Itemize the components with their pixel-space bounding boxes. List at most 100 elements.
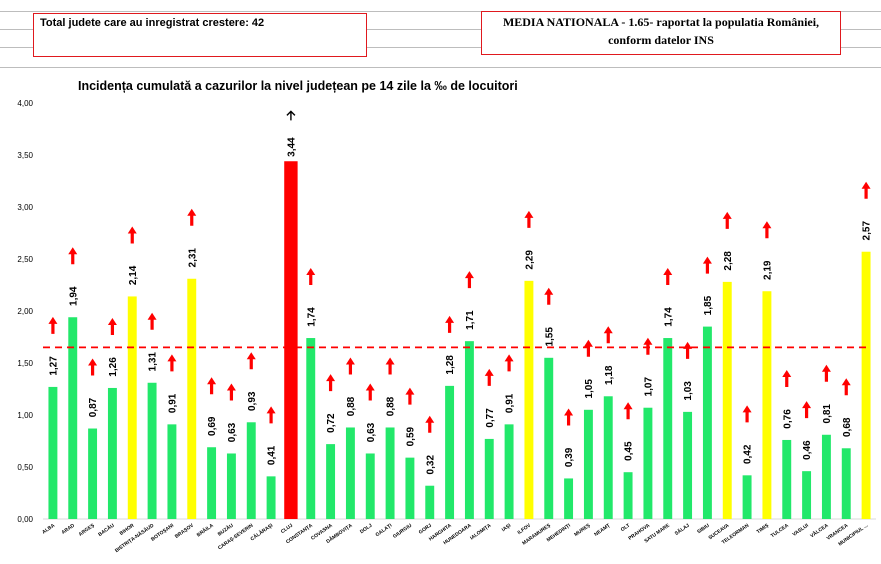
bar bbox=[445, 385, 455, 519]
value-label: 1,18 bbox=[604, 365, 615, 385]
chart-title: Incidența cumulată a cazurilor la nivel … bbox=[78, 79, 518, 93]
x-tick-label: BRAȘOV bbox=[174, 522, 196, 540]
value-label: 0,76 bbox=[782, 409, 793, 429]
increase-arrow bbox=[464, 271, 474, 289]
x-tick-label: ARAD bbox=[61, 523, 77, 536]
increase-arrow bbox=[782, 369, 792, 387]
increase-arrow bbox=[802, 401, 812, 419]
y-tick-label: 1,00 bbox=[17, 411, 33, 420]
x-tick-label: ALBA bbox=[41, 523, 56, 536]
increase-arrow bbox=[821, 364, 831, 382]
x-tick-label: OLT bbox=[620, 523, 631, 533]
increase-arrow bbox=[425, 415, 435, 433]
bar bbox=[821, 434, 831, 519]
bar bbox=[246, 422, 256, 519]
national-average-line1: MEDIA NATIONALA - 1.65- raportat la popu… bbox=[502, 15, 820, 29]
increase-arrow bbox=[326, 374, 336, 392]
value-label: 3,44 bbox=[286, 137, 297, 157]
value-label: 0,32 bbox=[425, 455, 436, 475]
value-label: 1,85 bbox=[703, 295, 714, 315]
value-label: 2,57 bbox=[862, 221, 873, 241]
increase-arrow bbox=[385, 357, 395, 375]
value-label: 2,19 bbox=[762, 260, 773, 280]
total-counties-text: Total judete care au inregistrat crester… bbox=[40, 17, 265, 29]
increase-arrow bbox=[187, 208, 197, 226]
value-label: 1,07 bbox=[643, 377, 654, 397]
x-tick-label: BOTOȘANI bbox=[150, 522, 175, 542]
bar bbox=[484, 438, 494, 519]
bar bbox=[284, 161, 298, 520]
bar bbox=[167, 424, 177, 519]
value-label: 0,68 bbox=[842, 417, 853, 437]
x-tick-label: TIMIȘ bbox=[756, 522, 771, 535]
bar bbox=[107, 387, 117, 519]
y-tick-label: 0,00 bbox=[17, 515, 33, 524]
bar bbox=[147, 382, 157, 519]
x-tick-label: MUREȘ bbox=[573, 522, 592, 538]
increase-arrow bbox=[405, 387, 415, 405]
increase-arrow bbox=[88, 358, 98, 376]
increase-arrow bbox=[246, 352, 256, 370]
increase-arrow bbox=[226, 383, 236, 401]
increase-arrow bbox=[484, 368, 494, 386]
x-tick-label: TULCEA bbox=[770, 523, 790, 540]
national-average-line2: conform datelor INS bbox=[608, 33, 714, 47]
value-label: 1,28 bbox=[445, 355, 456, 375]
x-tick-label: GIURGIU bbox=[392, 523, 413, 540]
increase-arrow bbox=[147, 312, 157, 330]
bar bbox=[841, 448, 851, 519]
x-tick-label: VASLUI bbox=[792, 522, 811, 538]
bar bbox=[663, 338, 673, 519]
increase-arrow bbox=[544, 287, 554, 305]
x-tick-label: IAȘI bbox=[501, 522, 513, 533]
value-label: 0,87 bbox=[88, 397, 99, 417]
bar bbox=[326, 444, 336, 519]
value-label: 0,41 bbox=[267, 445, 278, 465]
value-label: 0,81 bbox=[822, 404, 833, 424]
bar bbox=[226, 453, 236, 519]
value-label: 0,93 bbox=[247, 391, 258, 411]
increase-arrow bbox=[48, 316, 58, 334]
x-tick-label: GALAȚI bbox=[375, 522, 394, 538]
increase-arrow bbox=[68, 247, 78, 265]
bar bbox=[405, 457, 415, 519]
increase-arrow bbox=[702, 256, 712, 274]
value-label: 1,71 bbox=[465, 310, 476, 330]
bar bbox=[127, 296, 137, 519]
bar bbox=[266, 476, 276, 519]
bar bbox=[88, 428, 98, 519]
value-label: 2,29 bbox=[524, 250, 535, 270]
value-label: 0,39 bbox=[564, 447, 575, 467]
value-label: 0,88 bbox=[346, 396, 357, 416]
increase-arrow bbox=[286, 110, 296, 121]
x-tick-label: GORJ bbox=[418, 523, 433, 536]
x-tick-label: SĂLAJ bbox=[673, 522, 691, 537]
increase-arrow bbox=[603, 326, 613, 344]
value-labels-group: 1,27 1,94 0,87 1,26 2,14 1,31 0,91 2,31 0,69 0,63… bbox=[48, 137, 872, 475]
value-label: 0,63 bbox=[366, 422, 377, 442]
value-label: 0,91 bbox=[167, 393, 178, 413]
y-tick-label: 3,50 bbox=[17, 151, 33, 160]
value-label: 1,74 bbox=[663, 307, 674, 327]
x-tick-label: CĂLĂRAȘI bbox=[249, 522, 275, 543]
increase-arrow bbox=[722, 211, 732, 229]
y-tick-label: 2,50 bbox=[17, 255, 33, 264]
bar bbox=[742, 475, 752, 519]
increase-arrow bbox=[445, 315, 455, 333]
increase-arrow bbox=[167, 354, 177, 372]
x-tick-label: IALOMIȚA bbox=[469, 523, 493, 542]
increase-arrow bbox=[623, 402, 633, 420]
bar bbox=[722, 281, 732, 519]
value-label: 1,74 bbox=[306, 307, 317, 327]
bar bbox=[504, 424, 514, 519]
value-label: 0,69 bbox=[207, 416, 218, 436]
increase-arrow bbox=[306, 268, 316, 286]
value-label: 1,55 bbox=[544, 327, 555, 347]
increase-arrow bbox=[841, 378, 851, 396]
increase-arrow bbox=[583, 339, 593, 357]
bar bbox=[583, 409, 593, 519]
national-average-box: MEDIA NATIONALA - 1.65- raportat la popu… bbox=[481, 11, 841, 55]
increase-arrow bbox=[524, 210, 534, 228]
increase-arrow bbox=[127, 226, 137, 244]
